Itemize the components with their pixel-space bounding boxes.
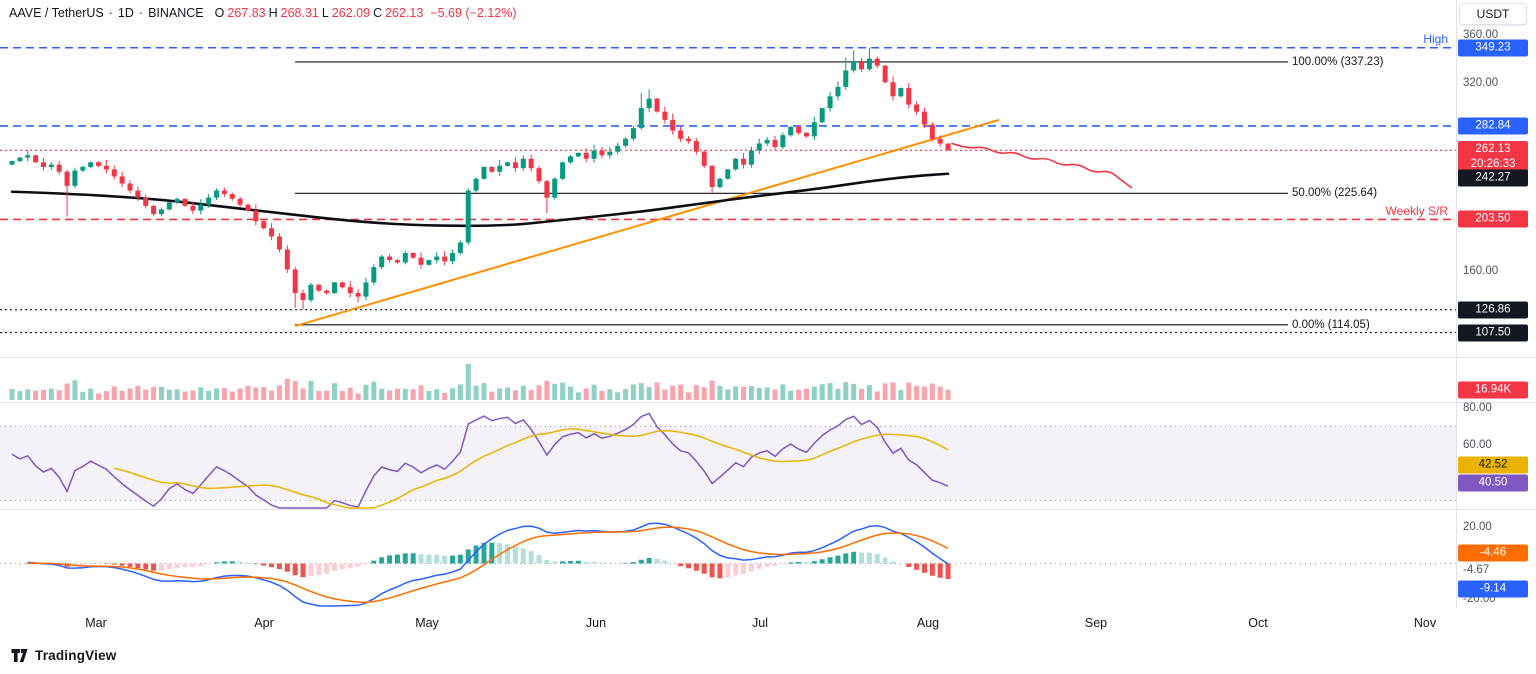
macd-histogram: [25, 542, 951, 580]
month-label-Jul: Jul: [752, 616, 768, 630]
month-label-Nov: Nov: [1413, 616, 1437, 630]
month-label-Jun: Jun: [585, 616, 607, 630]
fib-retracement: [295, 61, 1288, 326]
badge-macd: -9.14: [1458, 580, 1528, 598]
volume-series: [9, 364, 951, 400]
chart-canvas[interactable]: [0, 0, 1536, 645]
trendline: [294, 118, 1000, 327]
axis-tick--4.67: -4.67: [1463, 564, 1490, 576]
tradingview-logo-text: TradingView: [35, 648, 117, 663]
tradingview-logo-icon: [11, 649, 28, 662]
fib-100-label[interactable]: 100.00% (337.23): [1292, 56, 1384, 68]
badge-rsi: 40.50: [1458, 474, 1528, 492]
price-levels: [0, 46, 1456, 334]
time-axis[interactable]: Mar Apr May Jun Jul Aug Sep Oct Nov: [0, 608, 1536, 640]
fib-50-label[interactable]: 50.00% (225.64): [1292, 187, 1378, 199]
interval-label[interactable]: 1D: [117, 6, 134, 20]
separator-dot: ·: [138, 6, 144, 20]
badge-resistance: 282.84: [1458, 117, 1528, 135]
fib-0-label[interactable]: 0.00% (114.05): [1292, 319, 1370, 331]
badge-level-126: 126.86: [1458, 301, 1528, 319]
month-label-Oct: Oct: [1248, 616, 1268, 630]
high-label: H: [268, 6, 278, 20]
month-label-Sep: Sep: [1084, 616, 1108, 630]
weekly-sr-line-label[interactable]: Weekly S/R: [1385, 204, 1448, 218]
high-value: 268.31: [280, 6, 319, 20]
rsi-band: [0, 426, 1456, 501]
badge-last-price: 262.13 20:26:33: [1458, 141, 1528, 173]
close-label: C: [373, 6, 383, 20]
low-value: 262.09: [331, 6, 371, 20]
badge-weekly-sr: 203.50: [1458, 210, 1528, 228]
close-value: 262.13: [385, 6, 424, 20]
change-value: −5.69 (−2.12%): [430, 6, 517, 20]
axis-tick-60.00: 60.00: [1463, 439, 1492, 451]
projection-squiggle: [951, 142, 1133, 189]
candlestick-series: [9, 47, 951, 310]
separator-dot: ·: [108, 6, 113, 20]
tradingview-logo[interactable]: TradingView: [10, 646, 116, 665]
badge-level-107: 107.50: [1458, 324, 1528, 342]
ma200-line: [10, 172, 950, 228]
badge-high-line: 349.23: [1458, 39, 1528, 57]
symbol-legend: AAVE / TetherUS · 1D · BINANCE O 267.83 …: [9, 6, 517, 20]
month-label-Aug: Aug: [916, 616, 940, 630]
exchange-label: BINANCE: [148, 6, 204, 20]
ohlc-values: O 267.83 H 268.31 L 262.09 C 262.13 −5.6…: [215, 6, 517, 20]
badge-ma200: 242.27: [1458, 169, 1528, 187]
badge-rsi-ma: 42.52: [1458, 456, 1528, 474]
axis-tick-80.00: 80.00: [1463, 402, 1492, 414]
macd-lines: [27, 522, 949, 607]
month-label-Apr: Apr: [254, 616, 274, 630]
axis-tick-20.00: 20.00: [1463, 521, 1492, 533]
badge-macd-signal: -4.46: [1458, 544, 1528, 562]
rsi-lines: [11, 412, 949, 509]
badge-volume: 16.94K: [1458, 381, 1528, 399]
axis-tick-160.00: 160.00: [1463, 265, 1499, 277]
axis-tick-360.00: 360.00: [1463, 29, 1499, 41]
currency-toggle-button[interactable]: USDT: [1459, 3, 1527, 25]
high-line-label[interactable]: High: [1423, 32, 1448, 46]
open-value: 267.83: [227, 6, 266, 20]
low-label: L: [321, 6, 329, 20]
axis-tick-320.00: 320.00: [1463, 77, 1499, 89]
month-label-Mar: Mar: [85, 616, 107, 630]
month-label-May: May: [415, 616, 439, 630]
open-label: O: [214, 6, 225, 20]
symbol-name[interactable]: AAVE / TetherUS: [9, 6, 104, 20]
